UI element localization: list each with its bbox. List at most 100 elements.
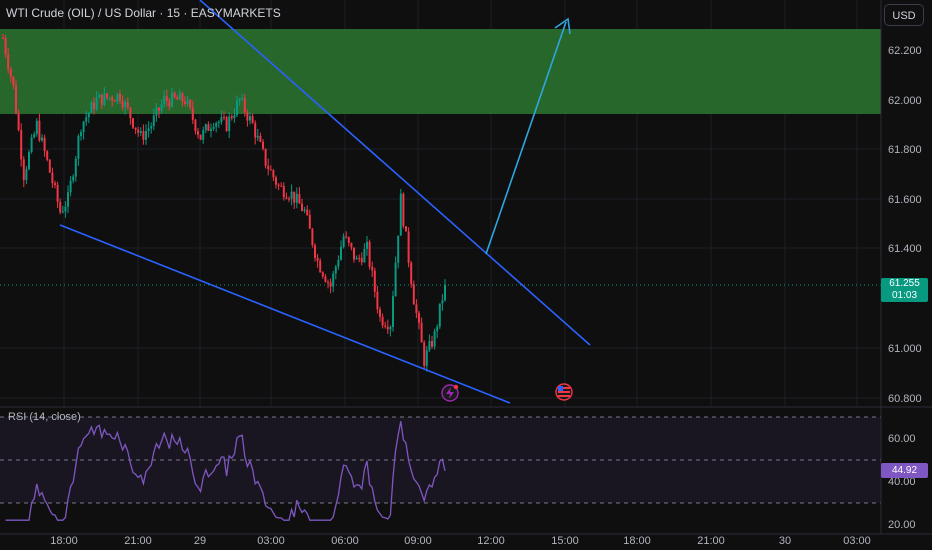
candle-body [267, 165, 270, 170]
candle-body [275, 177, 277, 185]
candle-body [59, 201, 62, 213]
time-axis-label: 30 [779, 535, 791, 547]
price-axis-label: 62.200 [888, 45, 922, 57]
candle-body [147, 128, 150, 132]
rsi-axis-label: 40.00 [888, 476, 916, 488]
candle-body [9, 69, 12, 77]
candle-body [272, 170, 275, 178]
candle-body [316, 257, 319, 261]
time-axis[interactable]: 18:00 21:00 29 03:00 06:00 09:00 12:00 15:00 18:… [50, 535, 871, 547]
rsi-axis[interactable]: 60.00 40.00 20.00 [888, 433, 916, 531]
candle-body [340, 246, 342, 260]
candle-body [12, 76, 15, 86]
candle-body [103, 93, 106, 106]
candle-body [191, 107, 194, 120]
candle-body [246, 112, 249, 121]
candle-body [384, 325, 387, 327]
candle-body [298, 193, 301, 204]
candle-body [431, 341, 433, 347]
candle-body [35, 120, 38, 135]
candle-body [181, 93, 184, 102]
price-axis-label: 60.800 [888, 393, 922, 405]
candle-body [111, 97, 114, 101]
candle-body [314, 245, 316, 258]
candle-body [288, 198, 290, 200]
rsi-line [5, 421, 446, 521]
candle-body [436, 326, 439, 332]
currency-button[interactable]: USD [884, 4, 924, 26]
candle-body [142, 131, 145, 140]
bar-countdown: 01:03 [891, 290, 918, 301]
candle-body [259, 135, 262, 142]
projection-arrow[interactable] [485, 17, 571, 255]
candle-body [254, 123, 257, 138]
candle-body [28, 152, 30, 170]
candle-body [116, 93, 119, 102]
candle-body [444, 284, 446, 301]
candle-body [264, 148, 267, 166]
candle-body [282, 185, 285, 198]
time-axis-label: 12:00 [477, 535, 505, 547]
candle-body [358, 257, 361, 259]
price-axis-label: 62.000 [888, 95, 922, 107]
candle-body [17, 113, 20, 131]
candle-body [168, 100, 171, 107]
lower-trendline[interactable] [59, 224, 511, 404]
candle-body [129, 107, 132, 119]
candle-body [25, 169, 28, 181]
candle-body [2, 38, 4, 39]
candle-body [308, 214, 311, 229]
candle-body [389, 326, 392, 330]
candle-body [355, 257, 358, 260]
price-axis[interactable]: 62.200 62.000 61.800 61.600 61.400 61.000 60.8… [888, 45, 922, 405]
price-axis-label: 61.600 [888, 194, 922, 206]
time-axis-label: 21:00 [124, 535, 152, 547]
candle-body [215, 123, 218, 127]
candle-body [410, 262, 413, 285]
candle-body [106, 93, 108, 98]
candle-body [405, 226, 407, 232]
candle-body [165, 96, 168, 101]
candle-body [30, 137, 33, 153]
candle-body [176, 97, 179, 100]
candle-body [38, 120, 41, 141]
lightning-event-icon[interactable] [441, 384, 459, 402]
candle-body [350, 242, 353, 248]
candle-body [360, 258, 363, 263]
candle-body [67, 192, 69, 207]
candle-body [80, 132, 82, 137]
time-axis-label: 21:00 [697, 535, 725, 547]
price-axis-label: 61.400 [888, 243, 922, 255]
candle-body [290, 191, 293, 199]
candle-body [342, 236, 345, 247]
candle-body [43, 137, 46, 152]
candle-body [371, 266, 374, 271]
candle-body [293, 191, 296, 203]
symbol-title: WTI Crude (OIL) / US Dollar · 15 · EASYM… [6, 6, 281, 20]
candle-body [61, 211, 64, 213]
time-axis-label: 29 [194, 535, 206, 547]
candle-body [220, 117, 223, 122]
candle-body [69, 180, 72, 193]
upper-trendline[interactable] [199, 0, 591, 346]
candle-body [306, 209, 309, 215]
candle-body [262, 141, 264, 149]
candle-body [428, 341, 431, 351]
candle-body [321, 272, 324, 277]
candle-body [334, 266, 337, 274]
candle-body [4, 38, 7, 55]
candle-body [347, 237, 350, 243]
candle-body [163, 96, 166, 105]
time-axis-label: 15:00 [551, 535, 579, 547]
time-axis-label: 03:00 [843, 535, 871, 547]
candle-body [77, 136, 80, 159]
candle-body [277, 184, 280, 186]
candle-body [425, 350, 428, 366]
candle-body [64, 206, 67, 212]
candle-body [7, 54, 10, 70]
candle-body [433, 331, 436, 347]
us-flag-event-icon[interactable] [555, 383, 573, 401]
candle-body [132, 118, 134, 128]
candle-body [152, 115, 155, 127]
